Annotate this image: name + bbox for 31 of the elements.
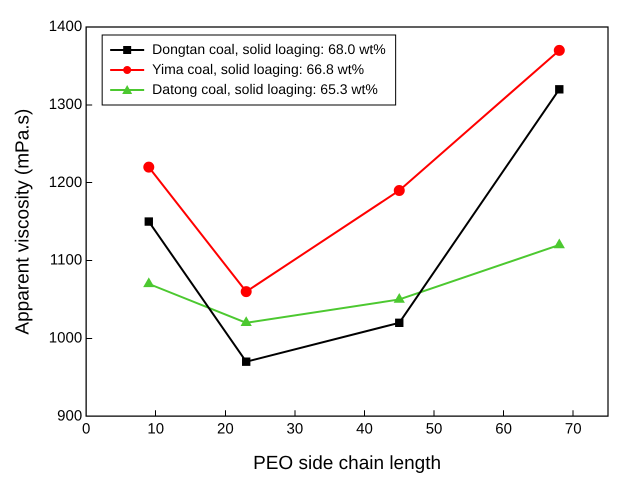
legend-label: Datong coal, solid loaging: 65.3 wt%	[152, 80, 378, 97]
x-tick-label: 50	[426, 420, 442, 438]
point	[554, 44, 565, 56]
x-tick-label: 0	[82, 420, 90, 438]
point	[143, 162, 154, 173]
y-tick-label: 1300	[48, 96, 82, 113]
point	[394, 184, 405, 196]
point	[394, 294, 404, 303]
y-tick-label: 900	[57, 407, 82, 424]
x-tick-label: 20	[216, 420, 234, 438]
y-axis-title: Apparent viscosity (mPa.s)	[12, 108, 34, 335]
point	[242, 358, 250, 366]
point	[241, 317, 252, 326]
y-tick-label: 1000	[48, 330, 82, 346]
point	[144, 217, 153, 226]
x-tick-label: 40	[356, 420, 373, 438]
legend-label: Dongtan coal, solid loaging: 68.0 wt%	[152, 40, 386, 57]
x-tick-label: 10	[147, 420, 164, 438]
point	[395, 318, 404, 327]
x-tick-label: 30	[286, 420, 304, 438]
x-tick-label: 60	[495, 420, 512, 438]
point	[240, 286, 252, 298]
y-tick-label: 1200	[48, 174, 82, 191]
x-tick-label: 70	[564, 420, 582, 438]
y-tick-label: 1400	[48, 18, 82, 36]
point	[144, 278, 154, 288]
x-axis-title: PEO side chain length	[253, 452, 442, 474]
point	[555, 85, 564, 94]
point	[554, 239, 564, 248]
legend-label: Yima coal, solid loaging: 66.8 wt%	[152, 60, 364, 77]
y-tick-label: 1100	[50, 252, 82, 269]
